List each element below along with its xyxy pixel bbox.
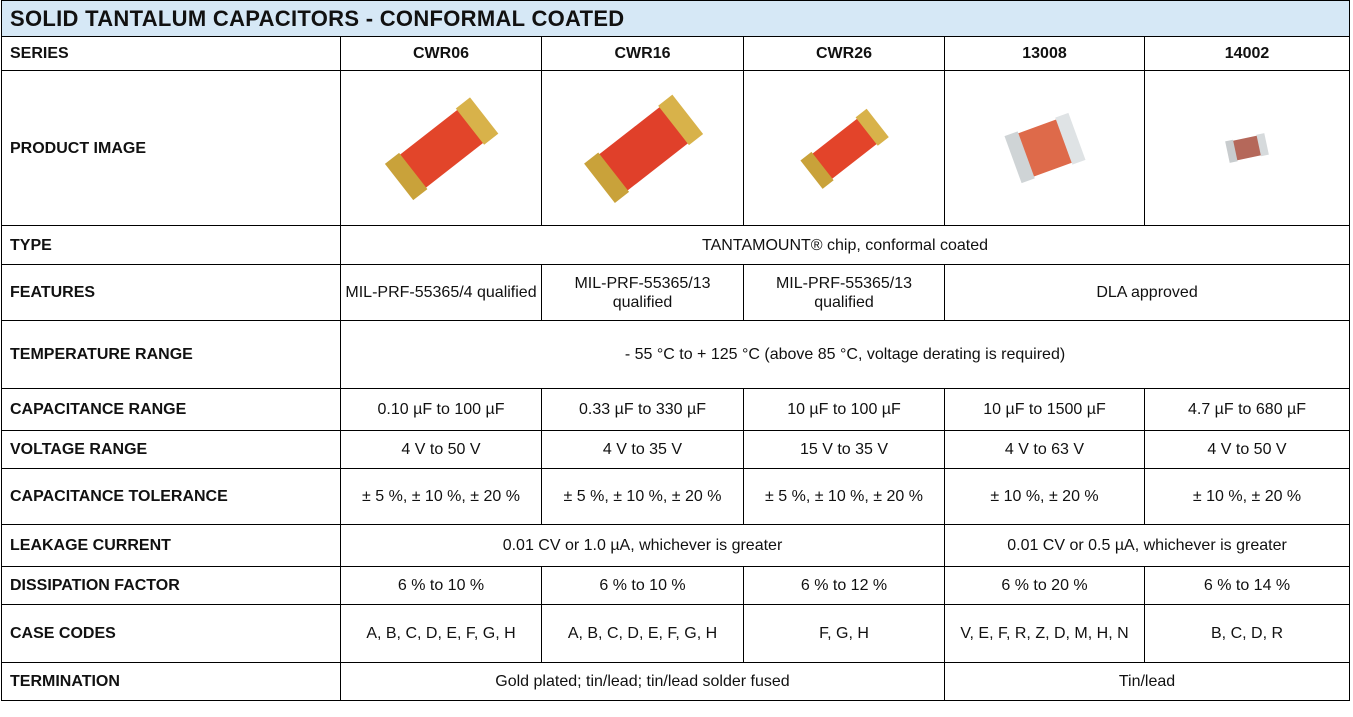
value-cell: A, B, C, D, E, F, G, H <box>341 605 542 663</box>
header-cell: 14002 <box>1145 37 1350 71</box>
value-cell: A, B, C, D, E, F, G, H <box>542 605 744 663</box>
value-cell: Gold plated; tin/lead; tin/lead solder f… <box>341 663 945 701</box>
header-cell: 13008 <box>945 37 1145 71</box>
table-row: CAPACITANCE TOLERANCE± 5 %, ± 10 %, ± 20… <box>2 469 1350 525</box>
value-cell: 4 V to 50 V <box>341 431 542 469</box>
image-cell <box>542 71 744 226</box>
value-cell: ± 10 %, ± 20 % <box>1145 469 1350 525</box>
value-cell: 15 V to 35 V <box>744 431 945 469</box>
value-cell: 0.10 µF to 100 µF <box>341 389 542 431</box>
header-cell: CWR26 <box>744 37 945 71</box>
value-cell: 6 % to 10 % <box>542 567 744 605</box>
page: SOLID TANTALUM CAPACITORS - CONFORMAL CO… <box>0 0 1353 717</box>
row-label: VOLTAGE RANGE <box>2 431 341 469</box>
spec-table: SOLID TANTALUM CAPACITORS - CONFORMAL CO… <box>1 0 1350 701</box>
value-cell: 0.33 µF to 330 µF <box>542 389 744 431</box>
table-title: SOLID TANTALUM CAPACITORS - CONFORMAL CO… <box>2 1 1350 37</box>
value-cell: 6 % to 12 % <box>744 567 945 605</box>
value-cell: 6 % to 10 % <box>341 567 542 605</box>
value-cell: TANTAMOUNT® chip, conformal coated <box>341 226 1350 265</box>
row-label: CAPACITANCE RANGE <box>2 389 341 431</box>
value-cell: 4 V to 50 V <box>1145 431 1350 469</box>
image-cell <box>341 71 542 226</box>
header-cell: CWR06 <box>341 37 542 71</box>
value-cell: 0.01 CV or 1.0 µA, whichever is greater <box>341 525 945 567</box>
product-image <box>381 93 501 203</box>
value-cell: ± 5 %, ± 10 %, ± 20 % <box>744 469 945 525</box>
value-cell: 6 % to 14 % <box>1145 567 1350 605</box>
row-label: CAPACITANCE TOLERANCE <box>2 469 341 525</box>
image-cell <box>744 71 945 226</box>
product-image <box>1187 93 1307 203</box>
value-cell: MIL-PRF-55365/13 qualified <box>542 265 744 321</box>
value-cell: ± 5 %, ± 10 %, ± 20 % <box>341 469 542 525</box>
row-label: LEAKAGE CURRENT <box>2 525 341 567</box>
header-cell: SERIES <box>2 37 341 71</box>
product-image <box>985 93 1105 203</box>
image-cell <box>1145 71 1350 226</box>
product-image <box>583 93 703 203</box>
product-image <box>784 93 904 203</box>
value-cell: ± 10 %, ± 20 % <box>945 469 1145 525</box>
row-label: TYPE <box>2 226 341 265</box>
row-label: DISSIPATION FACTOR <box>2 567 341 605</box>
value-cell: F, G, H <box>744 605 945 663</box>
value-cell: 10 µF to 1500 µF <box>945 389 1145 431</box>
value-cell: 10 µF to 100 µF <box>744 389 945 431</box>
row-label: TEMPERATURE RANGE <box>2 321 341 389</box>
table-row: TEMPERATURE RANGE- 55 °C to + 125 °C (ab… <box>2 321 1350 389</box>
row-label: PRODUCT IMAGE <box>2 71 341 226</box>
value-cell: MIL-PRF-55365/13 qualified <box>744 265 945 321</box>
header-cell: CWR16 <box>542 37 744 71</box>
value-cell: 4.7 µF to 680 µF <box>1145 389 1350 431</box>
value-cell: 6 % to 20 % <box>945 567 1145 605</box>
value-cell: - 55 °C to + 125 °C (above 85 °C, voltag… <box>341 321 1350 389</box>
value-cell: V, E, F, R, Z, D, M, H, N <box>945 605 1145 663</box>
image-cell <box>945 71 1145 226</box>
value-cell: ± 5 %, ± 10 %, ± 20 % <box>542 469 744 525</box>
row-label: TERMINATION <box>2 663 341 701</box>
row-label: FEATURES <box>2 265 341 321</box>
value-cell: 0.01 CV or 0.5 µA, whichever is greater <box>945 525 1350 567</box>
value-cell: 4 V to 63 V <box>945 431 1145 469</box>
row-label: CASE CODES <box>2 605 341 663</box>
value-cell: 4 V to 35 V <box>542 431 744 469</box>
value-cell: B, C, D, R <box>1145 605 1350 663</box>
value-cell: MIL-PRF-55365/4 qualified <box>341 265 542 321</box>
value-cell: DLA approved <box>945 265 1350 321</box>
value-cell: Tin/lead <box>945 663 1350 701</box>
